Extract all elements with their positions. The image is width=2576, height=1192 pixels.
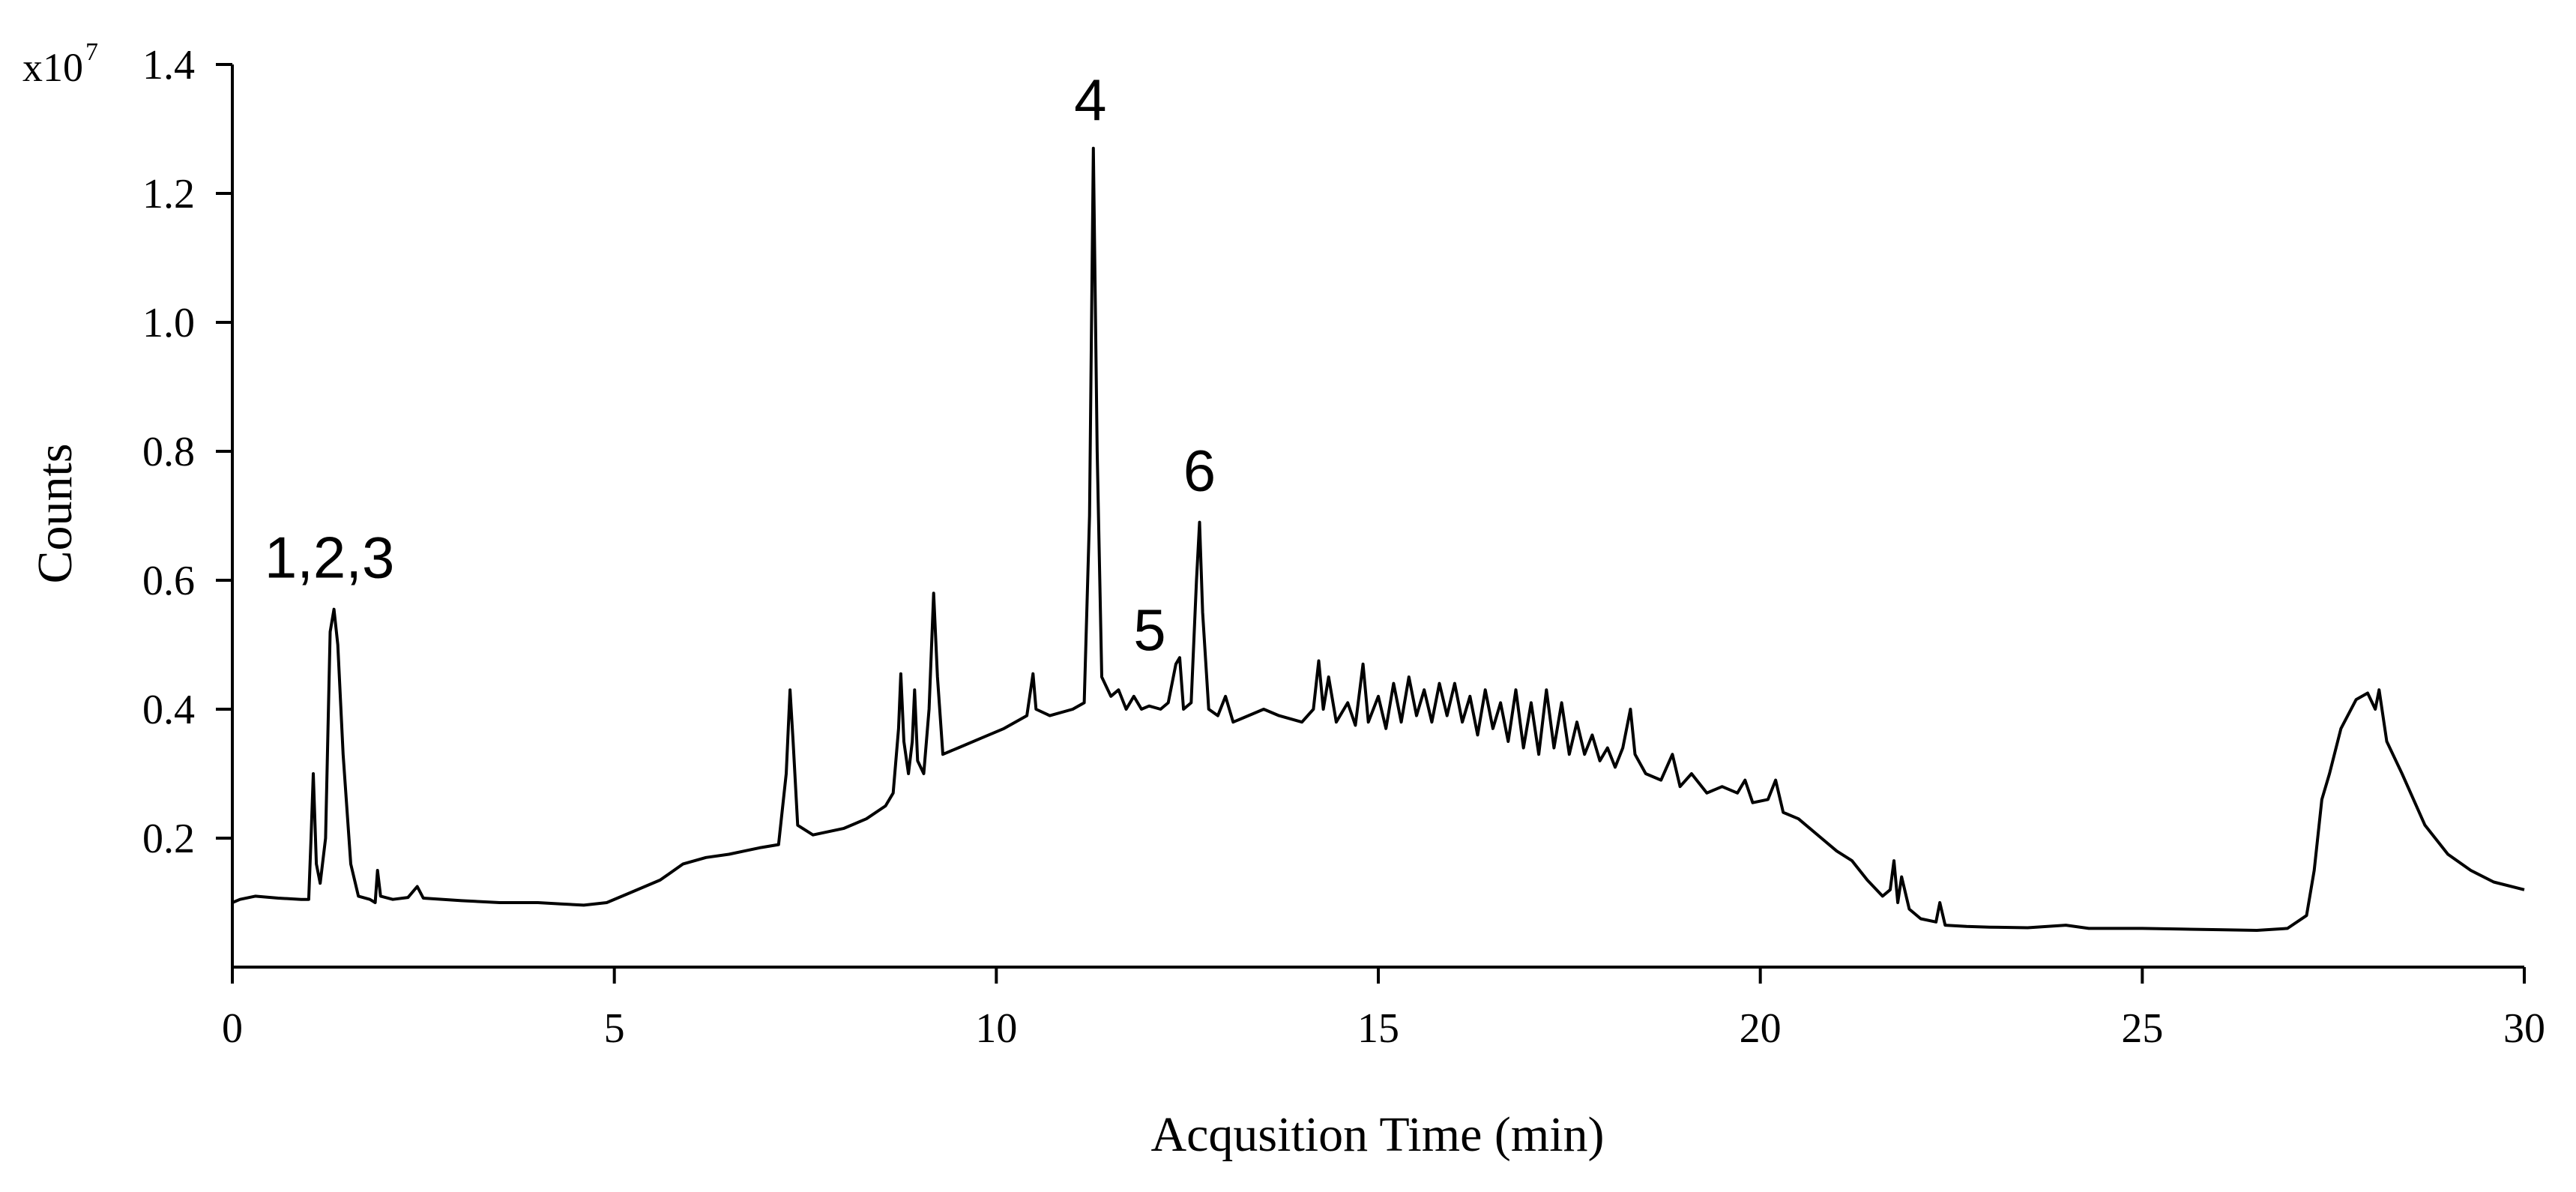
y-scale-factor-exponent: 7 xyxy=(85,38,98,66)
x-tick-label: 20 xyxy=(1740,1005,1782,1052)
y-tick-label: 0.6 xyxy=(142,558,195,604)
peak-label: 4 xyxy=(1074,67,1106,133)
x-tick-label: 25 xyxy=(2121,1005,2163,1052)
x-tick-label: 30 xyxy=(2503,1005,2545,1052)
y-tick-label: 0.2 xyxy=(142,816,195,862)
y-scale-factor: x10 7 xyxy=(22,38,98,90)
y-tick-label: 1.4 xyxy=(142,42,195,88)
peak-label: 5 xyxy=(1133,597,1165,663)
chromatogram-series-line xyxy=(232,146,2525,932)
x-axis-title: Acqusition Time (min) xyxy=(1150,1107,1604,1162)
y-tick-label: 1.0 xyxy=(142,300,195,346)
x-axis-ticks: 0 5 10 15 20 25 30 xyxy=(222,967,2545,1052)
x-tick-label: 15 xyxy=(1357,1005,1399,1052)
y-tick-label: 1.2 xyxy=(142,171,195,217)
peak-label: 6 xyxy=(1183,438,1216,504)
y-scale-factor-base: x10 xyxy=(22,45,83,90)
x-tick-label: 0 xyxy=(222,1005,243,1052)
plot-area xyxy=(232,146,2525,932)
y-tick-label: 0.4 xyxy=(142,687,195,733)
y-axis-ticks: 0.2 0.4 0.6 0.8 1.0 1.2 1.4 xyxy=(142,42,232,862)
peak-annotations: 1,2,3 4 5 6 xyxy=(265,67,1216,663)
peak-label: 1,2,3 xyxy=(265,525,394,591)
x-tick-label: 5 xyxy=(604,1005,625,1052)
y-axis-title: Counts xyxy=(28,443,82,583)
x-tick-label: 10 xyxy=(975,1005,1017,1052)
y-tick-label: 0.8 xyxy=(142,429,195,475)
